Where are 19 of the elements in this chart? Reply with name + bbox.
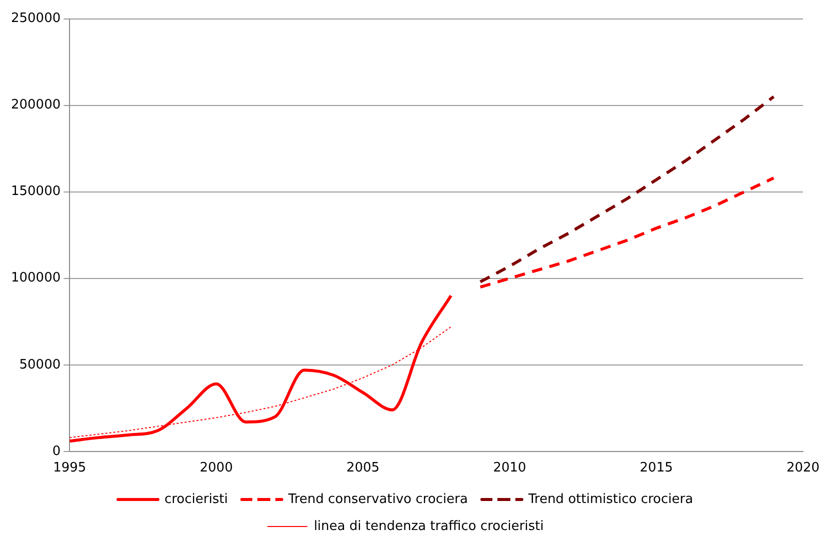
x-tick-label: 1995 <box>53 460 86 476</box>
x-tick-label: 2000 <box>200 460 233 476</box>
y-tick-label: 50000 <box>19 357 61 372</box>
x-tick-label: 2005 <box>346 460 380 476</box>
y-tick-label: 0 <box>52 444 61 459</box>
legend-label: Trend conservativo crociera <box>287 492 468 507</box>
y-tick-label: 100000 <box>10 270 61 286</box>
legend-label: Trend ottimistico crociera <box>527 492 694 507</box>
y-tick-label: 250000 <box>10 11 61 26</box>
x-tick-label: 2020 <box>786 460 820 476</box>
line-series <box>478 176 776 289</box>
y-tick-label: 200000 <box>10 98 61 113</box>
legend-label: crocieristi <box>164 492 228 507</box>
y-tick-label: 150000 <box>10 184 61 200</box>
x-tick-label: 2015 <box>640 460 673 476</box>
x-tick-label: 2010 <box>493 460 526 476</box>
legend-label: linea di tendenza traffico crocieristi <box>314 518 544 534</box>
line-series <box>70 294 452 443</box>
line-series <box>478 95 776 284</box>
